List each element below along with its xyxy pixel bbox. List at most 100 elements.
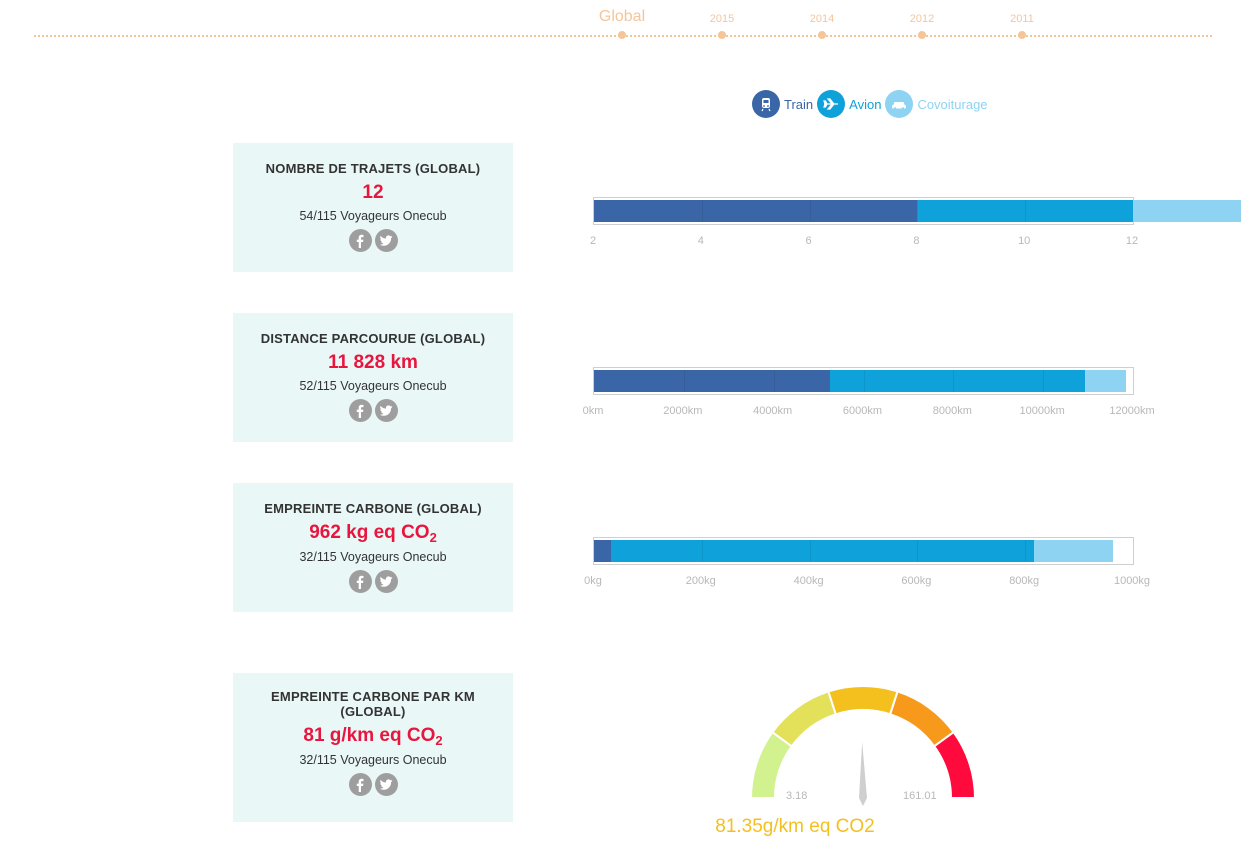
legend-item-covoiturage[interactable]: Covoiturage bbox=[885, 90, 988, 118]
card-value-subscript: 2 bbox=[429, 530, 437, 545]
card-subtitle: 54/115 Voyageurs Onecub bbox=[299, 209, 447, 223]
transport-legend: Train Avion Covoiturage bbox=[752, 89, 992, 119]
facebook-icon bbox=[356, 404, 364, 418]
axis-tick-label: 0km bbox=[582, 405, 604, 417]
card-title: EMPREINTE CARBONE (GLOBAL) bbox=[264, 501, 482, 516]
facebook-share-button[interactable] bbox=[348, 773, 372, 796]
timeline-dot bbox=[1018, 31, 1026, 39]
twitter-share-button[interactable] bbox=[374, 570, 398, 593]
timeline-dot bbox=[618, 31, 626, 39]
card-value-subscript: 2 bbox=[435, 733, 443, 748]
facebook-icon bbox=[356, 778, 364, 792]
gauge-max-label: 161.01 bbox=[903, 790, 937, 802]
card-value: 11 828 km bbox=[233, 352, 513, 374]
covoiturage-segment[interactable] bbox=[1034, 540, 1113, 562]
timeline-label: 2015 bbox=[709, 13, 735, 25]
avion-segment[interactable] bbox=[610, 540, 1035, 562]
train-segment[interactable] bbox=[594, 370, 830, 392]
axis-tick-label: 600kg bbox=[901, 575, 932, 587]
axis-tick-label: 4000km bbox=[753, 405, 793, 417]
axis-tick-label: 2000km bbox=[663, 405, 703, 417]
timeline-label: 2012 bbox=[909, 13, 935, 25]
timeline-dot bbox=[718, 31, 726, 39]
gridline bbox=[809, 540, 811, 562]
timeline-item-2015[interactable]: 2015 bbox=[682, 0, 762, 39]
facebook-icon bbox=[356, 234, 364, 248]
twitter-share-button[interactable] bbox=[374, 229, 398, 252]
gridline bbox=[1043, 370, 1045, 392]
twitter-share-button[interactable] bbox=[374, 399, 398, 422]
carbon-per-km-gauge bbox=[749, 685, 977, 806]
timeline-dot bbox=[818, 31, 826, 39]
axis-tick-label: 10000km bbox=[1019, 405, 1065, 417]
card-subtitle: 32/115 Voyageurs Onecub bbox=[299, 550, 447, 564]
gridline bbox=[701, 540, 703, 562]
legend-label-train: Train bbox=[784, 96, 814, 112]
car-icon bbox=[885, 90, 914, 118]
covoiturage-segment[interactable] bbox=[1085, 370, 1126, 392]
gauge-needle bbox=[859, 742, 867, 806]
share-buttons bbox=[233, 229, 513, 252]
twitter-icon bbox=[379, 575, 393, 587]
timeline-label: Global bbox=[598, 8, 646, 25]
timeline-label: 2014 bbox=[809, 13, 835, 25]
twitter-icon bbox=[379, 234, 393, 246]
gridline bbox=[1025, 540, 1027, 562]
timeline-item-2014[interactable]: 2014 bbox=[782, 0, 862, 39]
gauge-band bbox=[827, 685, 899, 716]
timeline-label: 2011 bbox=[1010, 13, 1034, 25]
share-buttons bbox=[233, 570, 513, 593]
card-value: 12 bbox=[233, 182, 513, 204]
axis-tick-label: 4 bbox=[697, 235, 704, 247]
gauge-reading: 81.35g/km eq CO2 bbox=[715, 816, 875, 837]
card-value-text: 12 bbox=[362, 182, 384, 203]
legend-item-train[interactable]: Train bbox=[752, 90, 813, 118]
train-icon bbox=[752, 90, 780, 118]
stat-card-carbon-per-km: EMPREINTE CARBONE PAR KM (GLOBAL) 81 g/k… bbox=[233, 673, 513, 822]
timeline-item-2012[interactable]: 2012 bbox=[882, 0, 962, 39]
card-title-line1: EMPREINTE CARBONE PAR KM bbox=[271, 689, 475, 704]
facebook-share-button[interactable] bbox=[348, 570, 372, 593]
gauge-min-label: 3.18 bbox=[786, 790, 808, 802]
plane-icon bbox=[817, 90, 846, 118]
gridline bbox=[917, 200, 919, 222]
twitter-icon bbox=[379, 404, 393, 416]
axis-tick-label: 6 bbox=[805, 235, 812, 247]
distance-stacked-bar bbox=[593, 367, 1134, 395]
timeline-item-global[interactable]: Global bbox=[582, 0, 662, 39]
year-timeline: Global 2015 2014 2012 2011 bbox=[0, 0, 1253, 50]
stat-card-carbon: EMPREINTE CARBONE (GLOBAL) 962 kg eq CO2… bbox=[233, 483, 513, 612]
axis-tick-label: 12000km bbox=[1109, 405, 1155, 417]
stat-card-trips: NOMBRE DE TRAJETS (GLOBAL) 12 54/115 Voy… bbox=[233, 143, 513, 272]
gridline bbox=[1025, 200, 1027, 222]
gauge-band bbox=[770, 690, 838, 748]
axis-tick-label: 2 bbox=[589, 235, 597, 247]
avion-segment[interactable] bbox=[917, 200, 1133, 222]
timeline-item-2011[interactable]: 2011 bbox=[982, 0, 1062, 39]
legend-item-avion[interactable]: Avion bbox=[817, 90, 881, 118]
axis-tick-label: 10 bbox=[1018, 235, 1031, 247]
carbon-stacked-bar bbox=[593, 537, 1134, 565]
twitter-share-button[interactable] bbox=[374, 773, 398, 796]
facebook-share-button[interactable] bbox=[348, 229, 372, 252]
axis-tick-label: 0kg bbox=[584, 575, 602, 587]
gridline bbox=[773, 370, 775, 392]
axis-tick-label: 8000km bbox=[932, 405, 972, 417]
facebook-share-button[interactable] bbox=[348, 399, 372, 422]
card-subtitle: 52/115 Voyageurs Onecub bbox=[299, 379, 447, 393]
avion-segment[interactable] bbox=[829, 370, 1086, 392]
facebook-icon bbox=[356, 575, 364, 589]
axis-tick-label: 8 bbox=[913, 235, 920, 247]
axis-tick-label: 200kg bbox=[685, 575, 716, 587]
card-value: 81 g/km eq CO2 bbox=[233, 725, 513, 748]
card-value: 962 kg eq CO2 bbox=[233, 522, 513, 545]
axis-tick-label: 800kg bbox=[1009, 575, 1040, 587]
gridline bbox=[683, 370, 685, 392]
card-title: DISTANCE PARCOURUE (GLOBAL) bbox=[260, 331, 486, 346]
gridline bbox=[953, 370, 955, 392]
twitter-icon bbox=[379, 778, 393, 790]
gridline bbox=[863, 370, 865, 392]
train-segment[interactable] bbox=[594, 200, 918, 222]
covoiturage-segment[interactable] bbox=[1133, 200, 1241, 222]
train-segment[interactable] bbox=[594, 540, 611, 562]
